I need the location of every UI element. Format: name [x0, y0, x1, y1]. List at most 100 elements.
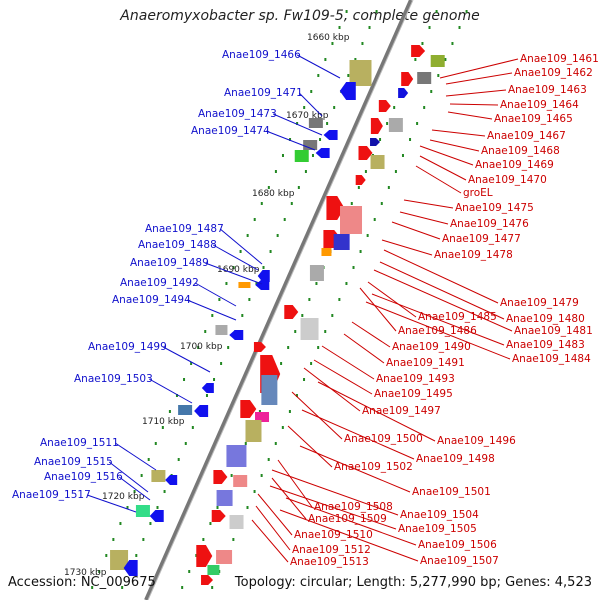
right-gene-leader	[381, 239, 433, 256]
right-gene-label: Anae109_1506	[418, 539, 497, 551]
track-dot	[197, 346, 200, 349]
left-gene-leader	[298, 92, 323, 117]
reverse-gene	[308, 118, 323, 128]
forward-gene	[255, 412, 270, 422]
track-dot	[303, 106, 306, 109]
right-gene-leader	[291, 391, 343, 440]
left-gene-leader	[296, 54, 341, 79]
forward-gene	[326, 196, 345, 220]
right-gene-label: Anae109_1513	[290, 556, 369, 568]
genome-summary: Topology: circular; Length: 5,277,990 bp…	[234, 575, 592, 590]
track-dot	[324, 58, 327, 61]
track-dot	[324, 330, 327, 333]
left-gene-label: Anae109_1499	[88, 341, 167, 353]
right-gene-leader	[399, 211, 449, 225]
track-dot	[248, 298, 251, 301]
track-dot	[230, 474, 233, 477]
left-gene-leader	[87, 494, 137, 513]
left-gene-leader	[266, 130, 316, 151]
right-gene-leader	[419, 155, 467, 181]
forward-gene	[213, 470, 228, 484]
track-dot	[347, 74, 350, 77]
right-gene-leader	[321, 345, 375, 380]
track-dot	[304, 170, 307, 173]
reverse-gene	[123, 560, 138, 576]
track-dot	[274, 170, 277, 173]
track-dot	[373, 218, 376, 221]
left-gene-label: Anae109_1487	[145, 223, 224, 235]
forward-gene	[309, 265, 324, 281]
reverse-gene	[238, 282, 251, 288]
track-dot	[181, 586, 184, 589]
track-dot	[262, 266, 265, 269]
right-gene-label: Anae109_1504	[400, 509, 479, 521]
right-gene-leader	[373, 269, 513, 332]
track-dot	[352, 266, 355, 269]
right-gene-label: Anae109_1508	[314, 501, 393, 513]
left-gene-leader	[148, 378, 193, 404]
track-dot	[387, 186, 390, 189]
genome-backbone	[144, 0, 413, 600]
right-gene-leader	[271, 477, 307, 520]
track-dot	[220, 362, 223, 365]
forward-gene	[233, 475, 248, 487]
track-dot	[218, 298, 221, 301]
track-dot	[451, 42, 454, 45]
track-dot	[296, 122, 299, 125]
right-gene-label: Anae109_1502	[334, 461, 413, 473]
reverse-gene	[294, 150, 309, 162]
right-gene-label: Anae109_1512	[292, 544, 371, 556]
kbp-label: 1710 kbp	[142, 417, 185, 427]
track-dot	[437, 74, 440, 77]
right-gene-label: Anae109_1491	[386, 357, 465, 369]
forward-gene	[333, 234, 350, 250]
track-dot	[211, 586, 214, 589]
right-gene-leader	[255, 505, 291, 551]
track-dot	[393, 106, 396, 109]
right-gene-leader	[301, 409, 415, 460]
right-gene-leader	[429, 139, 480, 152]
right-gene-leader	[403, 199, 454, 209]
forward-gene	[207, 565, 220, 575]
forward-gene	[196, 545, 213, 567]
forward-gene	[378, 100, 391, 112]
track-dot	[255, 282, 258, 285]
track-dot	[401, 154, 404, 157]
right-gene-label: Anae109_1507	[420, 555, 499, 567]
left-gene-leader	[187, 299, 237, 321]
right-gene-label: Anae109_1486	[398, 325, 477, 337]
kbp-label: 1670 kbp	[286, 111, 329, 121]
accession-label: Accession: NC_009675	[8, 575, 156, 590]
right-gene-label: Anae109_1468	[481, 145, 560, 157]
right-gene-label: Anae109_1481	[514, 325, 593, 337]
right-gene-label: Anae109_1496	[437, 435, 516, 447]
forward-gene	[284, 305, 299, 319]
track-dot	[241, 314, 244, 317]
kbp-label: 1660 kbp	[307, 33, 350, 43]
track-dot	[281, 154, 284, 157]
track-dot	[317, 74, 320, 77]
reverse-gene	[349, 60, 372, 86]
track-dot	[317, 346, 320, 349]
right-gene-leader	[269, 485, 397, 530]
forward-gene	[201, 575, 214, 585]
left-gene-leader	[219, 228, 263, 265]
left-gene-leader	[194, 282, 237, 307]
right-gene-leader	[367, 281, 417, 318]
track-dot	[204, 330, 207, 333]
track-dot	[168, 410, 171, 413]
track-dot	[280, 362, 283, 365]
track-dot	[232, 266, 235, 269]
track-dot	[290, 202, 293, 205]
forward-gene	[417, 72, 432, 84]
left-gene-label: Anae109_1473	[198, 108, 277, 120]
forward-gene	[388, 118, 403, 132]
track-dot	[311, 154, 314, 157]
reverse-gene	[110, 550, 129, 570]
track-dot	[359, 250, 362, 253]
track-dot	[295, 394, 298, 397]
right-gene-leader	[313, 359, 373, 395]
track-dot	[183, 378, 186, 381]
forward-gene	[430, 55, 445, 67]
track-dot	[361, 42, 364, 45]
